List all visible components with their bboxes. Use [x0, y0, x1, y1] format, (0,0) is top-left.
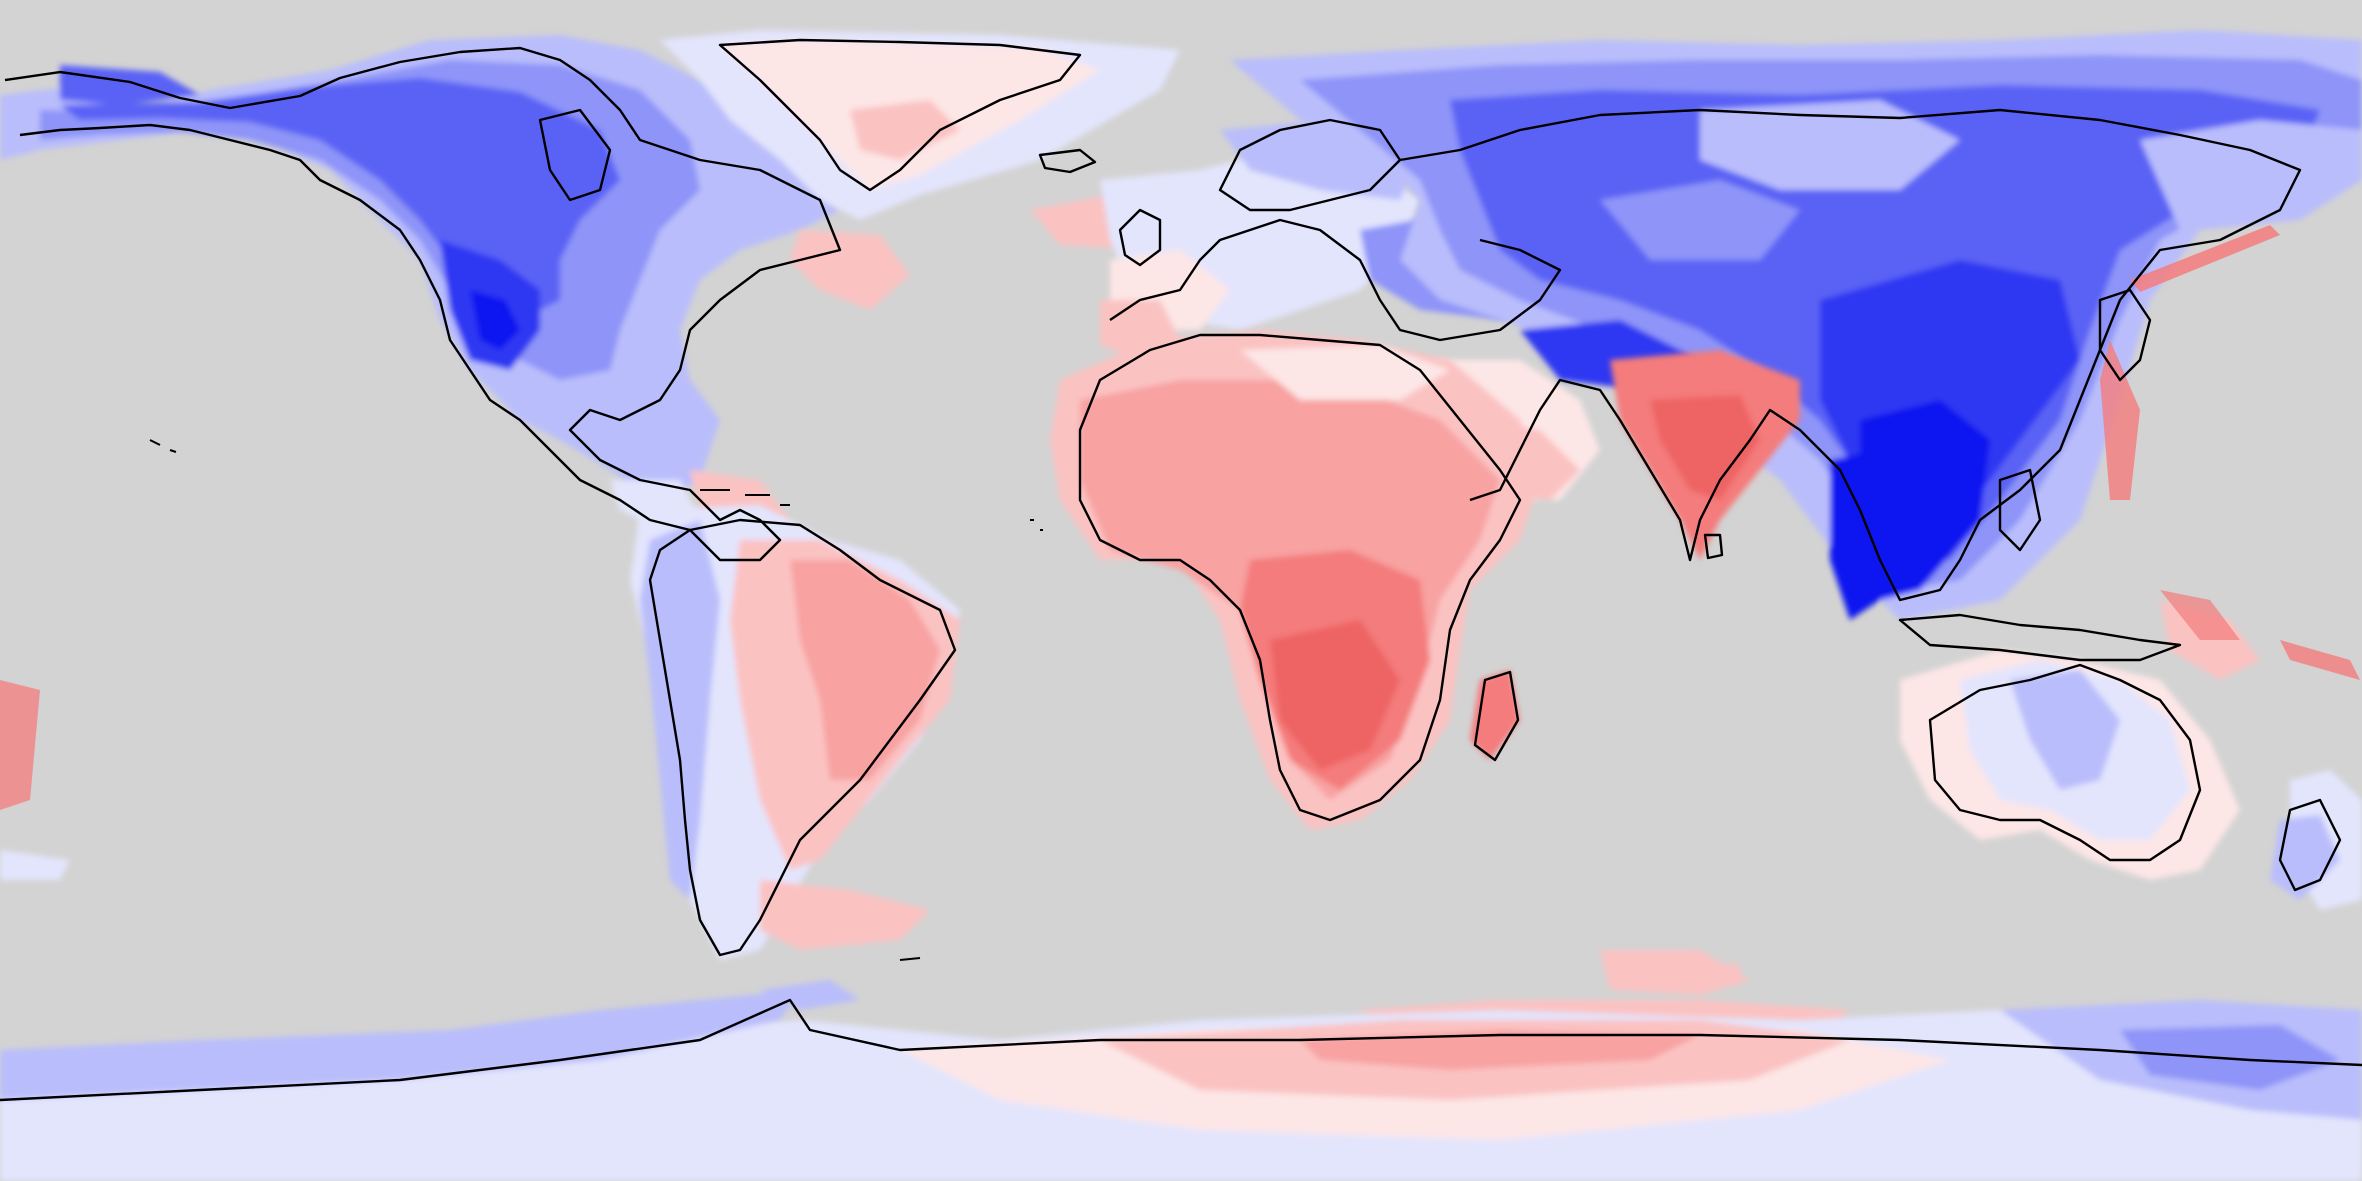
- region-antarctica: [0, 980, 2362, 1181]
- coast-madagascar: [1473, 670, 1520, 762]
- asia-northeast-light: [2140, 120, 2362, 230]
- nz-blue: [2270, 815, 2340, 900]
- africa-south-core: [1270, 620, 1400, 770]
- coast-greenland: [718, 38, 1082, 192]
- coast-south-america: [648, 518, 957, 957]
- coast-new-zealand: [2278, 798, 2342, 892]
- coast-iceland: [1038, 148, 1097, 174]
- coast-europe: [1109, 218, 1562, 342]
- antarctica-rim-pale: [0, 1140, 2362, 1181]
- gulf-mexico-light: [555, 400, 630, 450]
- region-asia: [1230, 30, 2362, 620]
- antarctica-west-blue: [0, 990, 800, 1100]
- sa-west-blue: [640, 520, 720, 900]
- antarctica-core: [1300, 1030, 1700, 1070]
- coast-falklands: [899, 957, 921, 961]
- australia-center: [2010, 670, 2120, 790]
- coast-indonesia: [1898, 613, 2182, 662]
- indochina-core: [1830, 450, 1900, 620]
- kuril-red-strip: [2130, 225, 2280, 292]
- coast-uk: [1118, 208, 1162, 267]
- coast-sri-lanka: [1703, 533, 1724, 560]
- sahara-pale: [1240, 345, 1450, 400]
- south-indian-pink: [1640, 960, 1740, 985]
- indonesia-red-strip: [2160, 590, 2240, 640]
- hawaii-red-strip: [0, 680, 40, 810]
- region-pacific: [0, 225, 2360, 810]
- tonga-red-strip: [2280, 640, 2360, 680]
- coast-cape-verde: [1030, 519, 1043, 531]
- coast-north-america: [4, 46, 842, 562]
- india-core: [1650, 395, 1760, 500]
- atlantic-pink: [790, 230, 910, 310]
- central-asia-light: [1600, 180, 1800, 260]
- pacific-pale-sw: [0, 850, 70, 880]
- sa-patagonia-pink: [760, 880, 930, 950]
- coast-africa: [1078, 333, 1522, 822]
- coast-hudson-bay: [538, 108, 612, 202]
- greenland-center: [850, 100, 960, 160]
- region-africa: [1050, 330, 1540, 830]
- coast-australia: [1928, 663, 2202, 862]
- coast-asia: [1399, 108, 2302, 602]
- coast-hawaii: [149, 439, 177, 453]
- alaska-blue: [60, 65, 200, 105]
- na-core-deep: [470, 290, 520, 350]
- region-greenland: [660, 30, 1180, 220]
- coastlines: [0, 38, 2362, 1102]
- siberia-light: [1700, 100, 1960, 190]
- coast-philippines: [1998, 468, 2042, 552]
- region-north-america: [0, 35, 840, 540]
- region-south-america: [630, 505, 960, 960]
- coast-japan: [2098, 288, 2152, 382]
- japan-red-strip: [2100, 340, 2140, 500]
- coast-antarctica: [0, 998, 2362, 1102]
- coast-caribbean: [700, 489, 790, 506]
